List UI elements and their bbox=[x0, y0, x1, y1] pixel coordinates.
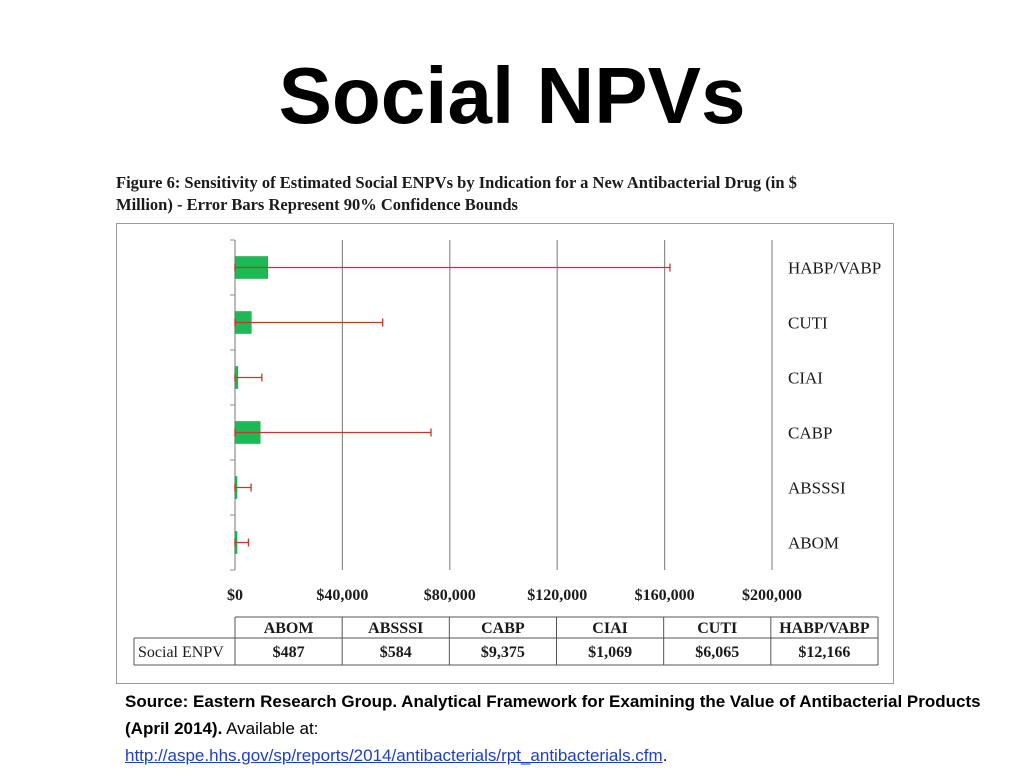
category-label: CIAI bbox=[788, 369, 823, 388]
table-column-header: CUTI bbox=[697, 620, 737, 637]
table-column-header: ABOM bbox=[264, 620, 314, 637]
x-tick-label: $120,000 bbox=[527, 587, 587, 604]
table-cell: $6,065 bbox=[695, 644, 739, 661]
table-row-label: Social ENPV bbox=[138, 644, 224, 661]
bar-chart: HABP/VABP CUTI CIAI CABP ABSSSI ABOM $0 $40,000… bbox=[133, 239, 881, 666]
source-citation: Source: Eastern Research Group. Analytic… bbox=[125, 688, 1005, 769]
table-column-header: CABP bbox=[481, 620, 525, 637]
table-cell: $1,069 bbox=[588, 644, 632, 661]
category-label: ABOM bbox=[788, 534, 839, 553]
figure-caption-line-2: Million) - Error Bars Represent 90% Conf… bbox=[116, 195, 518, 214]
table-column-header: CIAI bbox=[592, 620, 628, 637]
figure-caption-line-1: Figure 6: Sensitivity of Estimated Socia… bbox=[116, 173, 797, 192]
table-cell: $487 bbox=[273, 644, 305, 661]
category-label: ABSSSI bbox=[788, 479, 846, 498]
slide-title: Social NPVs bbox=[278, 51, 746, 140]
x-tick-label: $0 bbox=[227, 587, 243, 604]
table-column-header: HABP/VABP bbox=[779, 620, 870, 637]
source-bold-text: Source: Eastern Research Group. Analytic… bbox=[125, 692, 981, 738]
x-tick-label: $40,000 bbox=[316, 587, 368, 604]
category-label: CABP bbox=[788, 424, 832, 443]
x-tick-label: $200,000 bbox=[742, 587, 802, 604]
category-label: HABP/VABP bbox=[788, 259, 881, 278]
x-tick-label: $160,000 bbox=[635, 587, 695, 604]
table-cell: $9,375 bbox=[481, 644, 525, 661]
table-cell: $584 bbox=[380, 644, 412, 661]
figure-caption: Figure 6: Sensitivity of Estimated Socia… bbox=[116, 172, 916, 216]
table-column-header: ABSSSI bbox=[368, 620, 423, 637]
source-plain-text: Available at: bbox=[222, 719, 319, 738]
source-link[interactable]: http://aspe.hhs.gov/sp/reports/2014/anti… bbox=[125, 746, 663, 765]
category-label: CUTI bbox=[788, 314, 828, 333]
source-trailing: . bbox=[662, 746, 668, 765]
table-cell: $12,166 bbox=[798, 644, 850, 661]
x-tick-label: $80,000 bbox=[424, 587, 476, 604]
chart-frame: HABP/VABP CUTI CIAI CABP ABSSSI ABOM $0 $40,000… bbox=[116, 223, 894, 684]
